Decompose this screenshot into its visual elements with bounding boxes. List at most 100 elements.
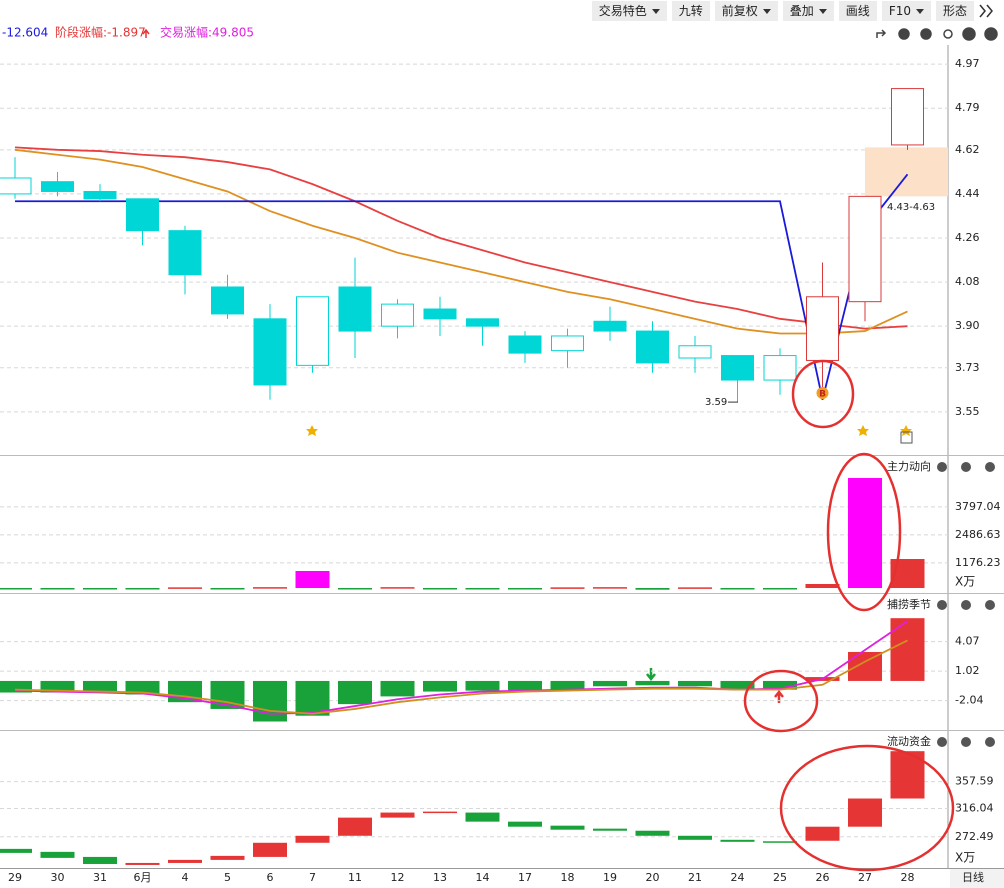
bar bbox=[805, 584, 840, 589]
flow-bar bbox=[40, 851, 75, 858]
tool-button[interactable]: 前复权 bbox=[714, 1, 778, 21]
tool-button[interactable]: 形态 bbox=[935, 1, 974, 21]
bar bbox=[720, 588, 755, 590]
bar bbox=[848, 478, 882, 589]
bar bbox=[423, 588, 457, 590]
candle-body bbox=[83, 190, 117, 200]
candle-body bbox=[508, 335, 542, 354]
flow-bar bbox=[0, 848, 32, 853]
circle-note bbox=[779, 744, 955, 872]
x-tick-label: 27 bbox=[858, 871, 872, 884]
x-tick-label: 19 bbox=[603, 871, 617, 884]
panel-title: 捕捞季节 bbox=[887, 597, 931, 611]
y-tick-label: 1176.23 bbox=[955, 556, 1001, 569]
candle-body bbox=[423, 308, 457, 320]
x-tick-label: 4 bbox=[182, 871, 189, 884]
candle-body bbox=[296, 296, 329, 366]
y-tick-label: 316.04 bbox=[955, 802, 994, 815]
candle-body bbox=[891, 88, 924, 146]
help[interactable] bbox=[962, 27, 976, 41]
candle-body bbox=[763, 355, 797, 381]
y-tick-label: 4.44 bbox=[955, 187, 980, 200]
bar bbox=[593, 680, 627, 687]
bar bbox=[83, 680, 117, 693]
bar bbox=[635, 680, 670, 686]
flow-bar bbox=[338, 817, 372, 836]
flow-bar bbox=[125, 862, 160, 865]
candle-body bbox=[466, 318, 499, 327]
flow-bar bbox=[465, 812, 500, 822]
tool-button[interactable]: 画线 bbox=[838, 1, 877, 21]
bar bbox=[338, 680, 372, 705]
flow-bar bbox=[380, 812, 415, 818]
unit-label: X万 bbox=[955, 851, 975, 865]
info-stage: 阶段涨幅:-1.897 bbox=[55, 25, 146, 40]
y-tick-label: 4.08 bbox=[955, 275, 980, 288]
tool-button[interactable]: F10 bbox=[881, 1, 931, 21]
info-value: -12.604 bbox=[2, 26, 48, 40]
candle-body bbox=[168, 230, 202, 276]
y-tick-label: 3.55 bbox=[955, 405, 980, 418]
candle-body bbox=[0, 177, 32, 195]
x-tick-label: 7 bbox=[309, 871, 316, 884]
bar bbox=[465, 588, 500, 590]
indicator-line bbox=[14, 148, 908, 335]
bar bbox=[0, 588, 32, 590]
note-icon[interactable] bbox=[900, 431, 913, 444]
low-label: 3.59 bbox=[705, 397, 727, 408]
flow-bar bbox=[678, 835, 712, 840]
circle-note bbox=[743, 669, 819, 733]
up-arrow bbox=[142, 28, 150, 38]
zoom-out[interactable] bbox=[920, 28, 932, 40]
y-tick-label: 4.97 bbox=[955, 57, 980, 70]
x-tick-label: 6月 bbox=[134, 871, 152, 884]
bar bbox=[125, 680, 160, 695]
close[interactable] bbox=[984, 27, 998, 41]
bar bbox=[380, 680, 415, 697]
back-icon[interactable] bbox=[876, 29, 887, 38]
star bbox=[900, 425, 912, 436]
y-tick-label: -2.04 bbox=[955, 694, 983, 707]
bar bbox=[253, 680, 287, 722]
flow-bar bbox=[720, 839, 755, 842]
bar bbox=[338, 588, 372, 590]
x-tick-label: 25 bbox=[773, 871, 787, 884]
x-tick-label: 5 bbox=[224, 871, 231, 884]
tool-button[interactable]: 九转 bbox=[671, 1, 710, 21]
flow-bar bbox=[848, 798, 882, 827]
x-tick-label: 29 bbox=[8, 871, 22, 884]
panel-title: 主力动向 bbox=[887, 459, 931, 473]
circle-note bbox=[826, 452, 902, 612]
flow-bar bbox=[83, 856, 117, 864]
panel-icon bbox=[961, 462, 971, 472]
tool-button[interactable]: 交易特色 bbox=[591, 1, 667, 21]
panel-title: 流动资金 bbox=[887, 734, 931, 748]
bar bbox=[550, 680, 585, 690]
indicator-line bbox=[14, 620, 909, 715]
flow-bar bbox=[295, 835, 330, 843]
candle-body bbox=[338, 286, 372, 332]
settings[interactable] bbox=[943, 29, 953, 39]
more-icon[interactable] bbox=[979, 4, 993, 18]
bar bbox=[678, 680, 712, 687]
panel-icon bbox=[937, 737, 947, 747]
y-tick-label: 357.59 bbox=[955, 775, 994, 788]
buy-marker: B bbox=[819, 390, 826, 400]
candle-body bbox=[41, 181, 74, 192]
tool-button[interactable]: 叠加 bbox=[782, 1, 834, 21]
unit-label: X万 bbox=[955, 575, 975, 589]
panel-icon bbox=[961, 600, 971, 610]
star bbox=[306, 425, 318, 436]
y-tick-label: 4.62 bbox=[955, 143, 980, 156]
panel-icon bbox=[961, 737, 971, 747]
bar bbox=[593, 587, 627, 589]
flow-bar bbox=[593, 828, 627, 831]
bar bbox=[0, 680, 32, 693]
period: 日线 bbox=[962, 870, 984, 884]
annotations bbox=[743, 359, 955, 872]
candle-body bbox=[126, 198, 159, 232]
period-box[interactable] bbox=[950, 869, 1004, 888]
zoom-in[interactable] bbox=[898, 28, 910, 40]
bar bbox=[763, 588, 797, 590]
flow-bar bbox=[423, 811, 457, 814]
